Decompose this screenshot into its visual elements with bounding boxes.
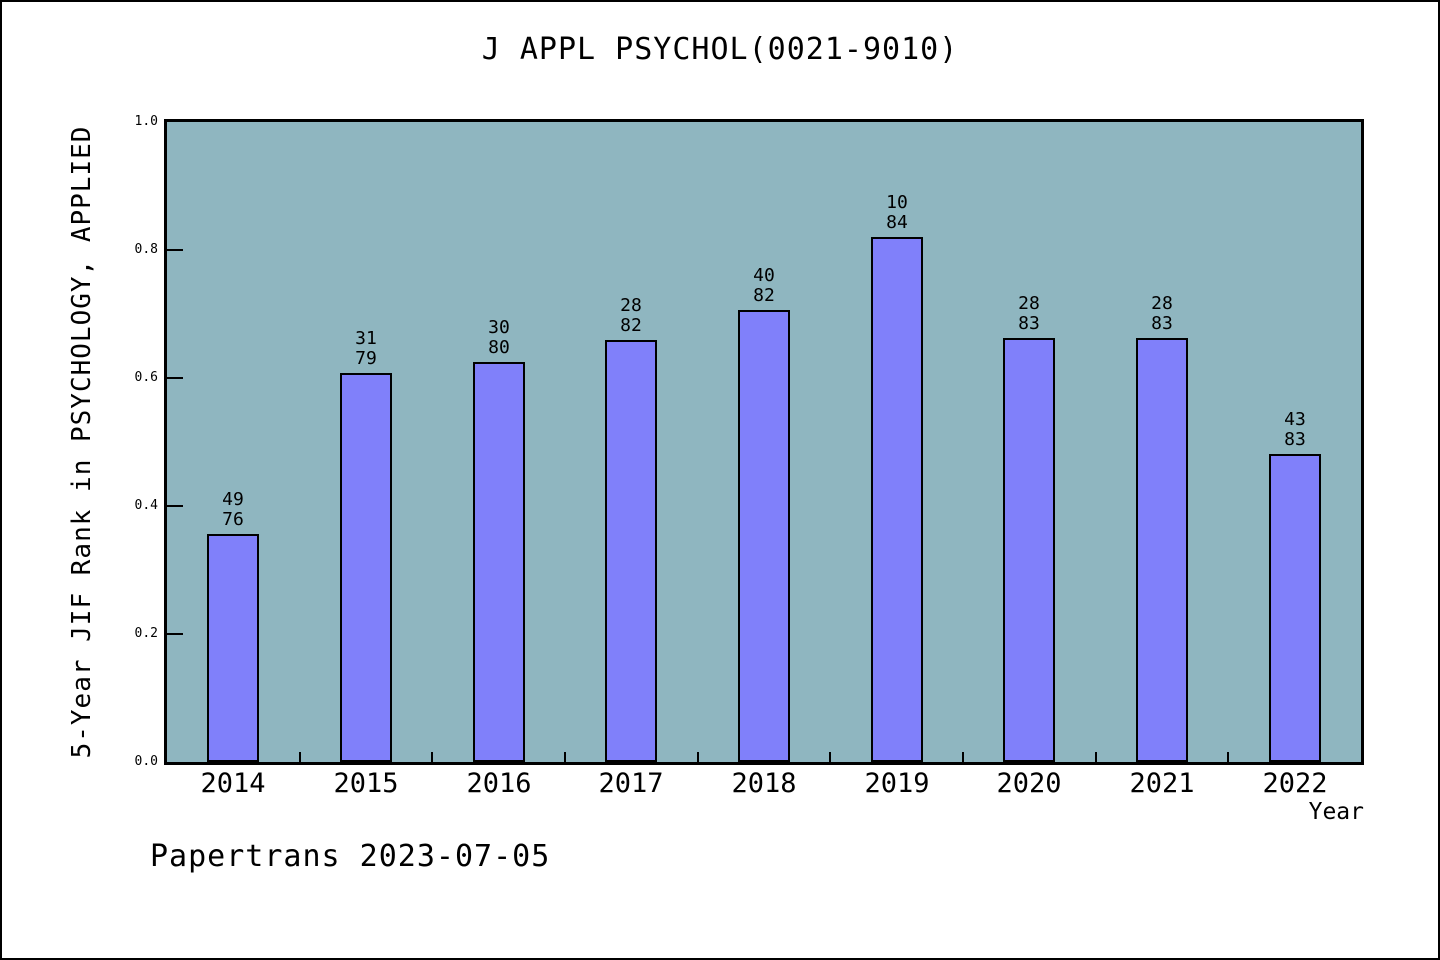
x-tick-label-2016: 2016 [466,768,532,799]
x-minor-tick [697,752,699,762]
bar-annotation-2015: 31 79 [355,328,377,369]
plot-area: 49 76 31 79 30 80 28 82 40 82 10 84 28 83 28 83… [164,119,1364,765]
bar-annotation-2019: 10 84 [886,192,908,233]
x-tick-label-2019: 2019 [864,768,930,799]
bar-2019 [871,237,923,762]
y-tick-label-0.4: 0.4 [134,498,158,513]
bar-annotation-2016: 30 80 [488,317,510,358]
x-axis-title: Year [1308,799,1364,825]
bar-2017 [605,340,657,762]
x-tick-label-2018: 2018 [731,768,797,799]
x-minor-tick [299,752,301,762]
y-tick-label-1.0: 1.0 [134,114,158,129]
bar-2016 [473,362,525,762]
x-minor-tick [1227,752,1229,762]
bar-2018 [738,310,790,762]
bar-2022 [1269,454,1321,762]
bar-2015 [340,373,392,762]
y-tick-label-0.2: 0.2 [134,626,158,641]
y-tick-0.6 [167,377,183,379]
x-minor-tick [829,752,831,762]
x-minor-tick [431,752,433,762]
x-tick-label-2022: 2022 [1262,768,1328,799]
x-tick-label-2014: 2014 [200,768,266,799]
y-tick-label-0.6: 0.6 [134,370,158,385]
bar-annotation-2017: 28 82 [620,295,642,336]
bar-annotation-2021: 28 83 [1151,293,1173,334]
x-tick-label-2017: 2017 [598,768,664,799]
bar-annotation-2014: 49 76 [222,489,244,530]
x-tick-label-2021: 2021 [1129,768,1195,799]
y-tick-label-0.8: 0.8 [134,242,158,257]
y-tick-label-0.0: 0.0 [134,754,158,769]
bar-annotation-2022: 43 83 [1284,409,1306,450]
bar-annotation-2020: 28 83 [1018,293,1040,334]
chart-title: J APPL PSYCHOL(0021-9010) [481,32,959,67]
bar-2021 [1136,338,1188,762]
y-tick-0.4 [167,505,183,507]
bar-2014 [207,534,259,762]
bar-annotation-2018: 40 82 [753,265,775,306]
bar-2020 [1003,338,1055,762]
y-tick-0.8 [167,249,183,251]
x-tick-label-2015: 2015 [333,768,399,799]
x-minor-tick [564,752,566,762]
x-tick-label-2020: 2020 [996,768,1062,799]
y-axis-title: 5-Year JIF Rank in PSYCHOLOGY, APPLIED [67,125,97,759]
watermark-text: Papertrans 2023-07-05 [150,839,551,874]
y-tick-0.2 [167,633,183,635]
plot-canvas: 49 76 31 79 30 80 28 82 40 82 10 84 28 83 28 83… [167,122,1361,762]
x-minor-tick [962,752,964,762]
x-minor-tick [1095,752,1097,762]
